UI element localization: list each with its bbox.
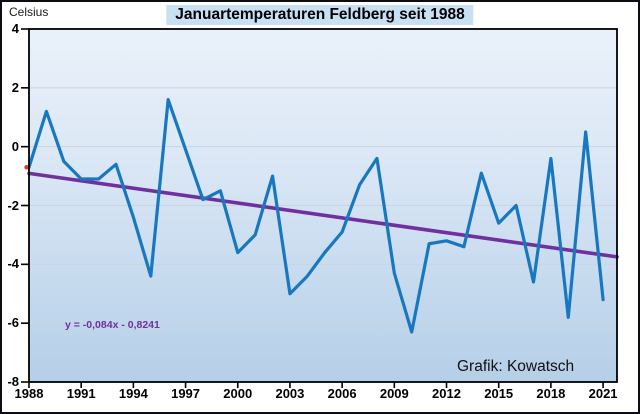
x-tick-label: 2012 bbox=[432, 386, 461, 401]
y-tick-label: 4 bbox=[11, 21, 19, 36]
x-tick-label: 2006 bbox=[327, 386, 357, 401]
x-tick-label: 1997 bbox=[171, 386, 201, 401]
x-tick-label: 2021 bbox=[588, 386, 618, 401]
y-tick-label: -2 bbox=[7, 197, 19, 213]
y-axis-unit-label: Celsius bbox=[9, 5, 49, 19]
x-tick-label: 1994 bbox=[118, 386, 148, 401]
y-tick-label: -6 bbox=[7, 315, 19, 331]
y-tick-label: 2 bbox=[11, 79, 19, 95]
temperature-line bbox=[27, 97, 605, 334]
y-tick-label: -4 bbox=[7, 256, 19, 272]
plot-border bbox=[28, 28, 618, 383]
x-tick-label: 2015 bbox=[484, 386, 514, 401]
chart-title: Januartemperaturen Feldberg seit 1988 bbox=[166, 5, 474, 25]
trend-line bbox=[27, 171, 619, 259]
trend-equation-label: y = -0,084x - 0,8241 bbox=[65, 319, 160, 331]
x-tick-label: 2000 bbox=[223, 386, 253, 401]
y-tick-label: 0 bbox=[11, 138, 19, 154]
x-tick-label: 1991 bbox=[66, 386, 96, 401]
x-tick-label: 2018 bbox=[536, 386, 566, 401]
y-tick-label: -8 bbox=[7, 374, 19, 389]
x-tick-label: 1988 bbox=[14, 386, 44, 401]
x-tick-label: 2009 bbox=[379, 386, 409, 401]
start-point-marker bbox=[24, 165, 29, 170]
credit-label: Grafik: Kowatsch bbox=[457, 358, 575, 375]
x-tick-label: 2003 bbox=[275, 386, 305, 401]
